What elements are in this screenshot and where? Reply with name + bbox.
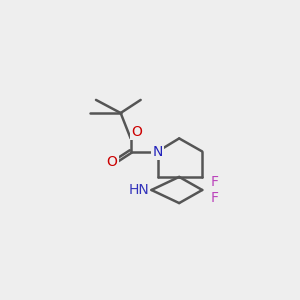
Text: F: F (211, 175, 219, 189)
Text: O: O (131, 125, 142, 139)
Text: F: F (211, 191, 219, 205)
Text: HN: HN (128, 183, 149, 197)
Text: O: O (107, 154, 118, 169)
Text: N: N (152, 145, 163, 158)
